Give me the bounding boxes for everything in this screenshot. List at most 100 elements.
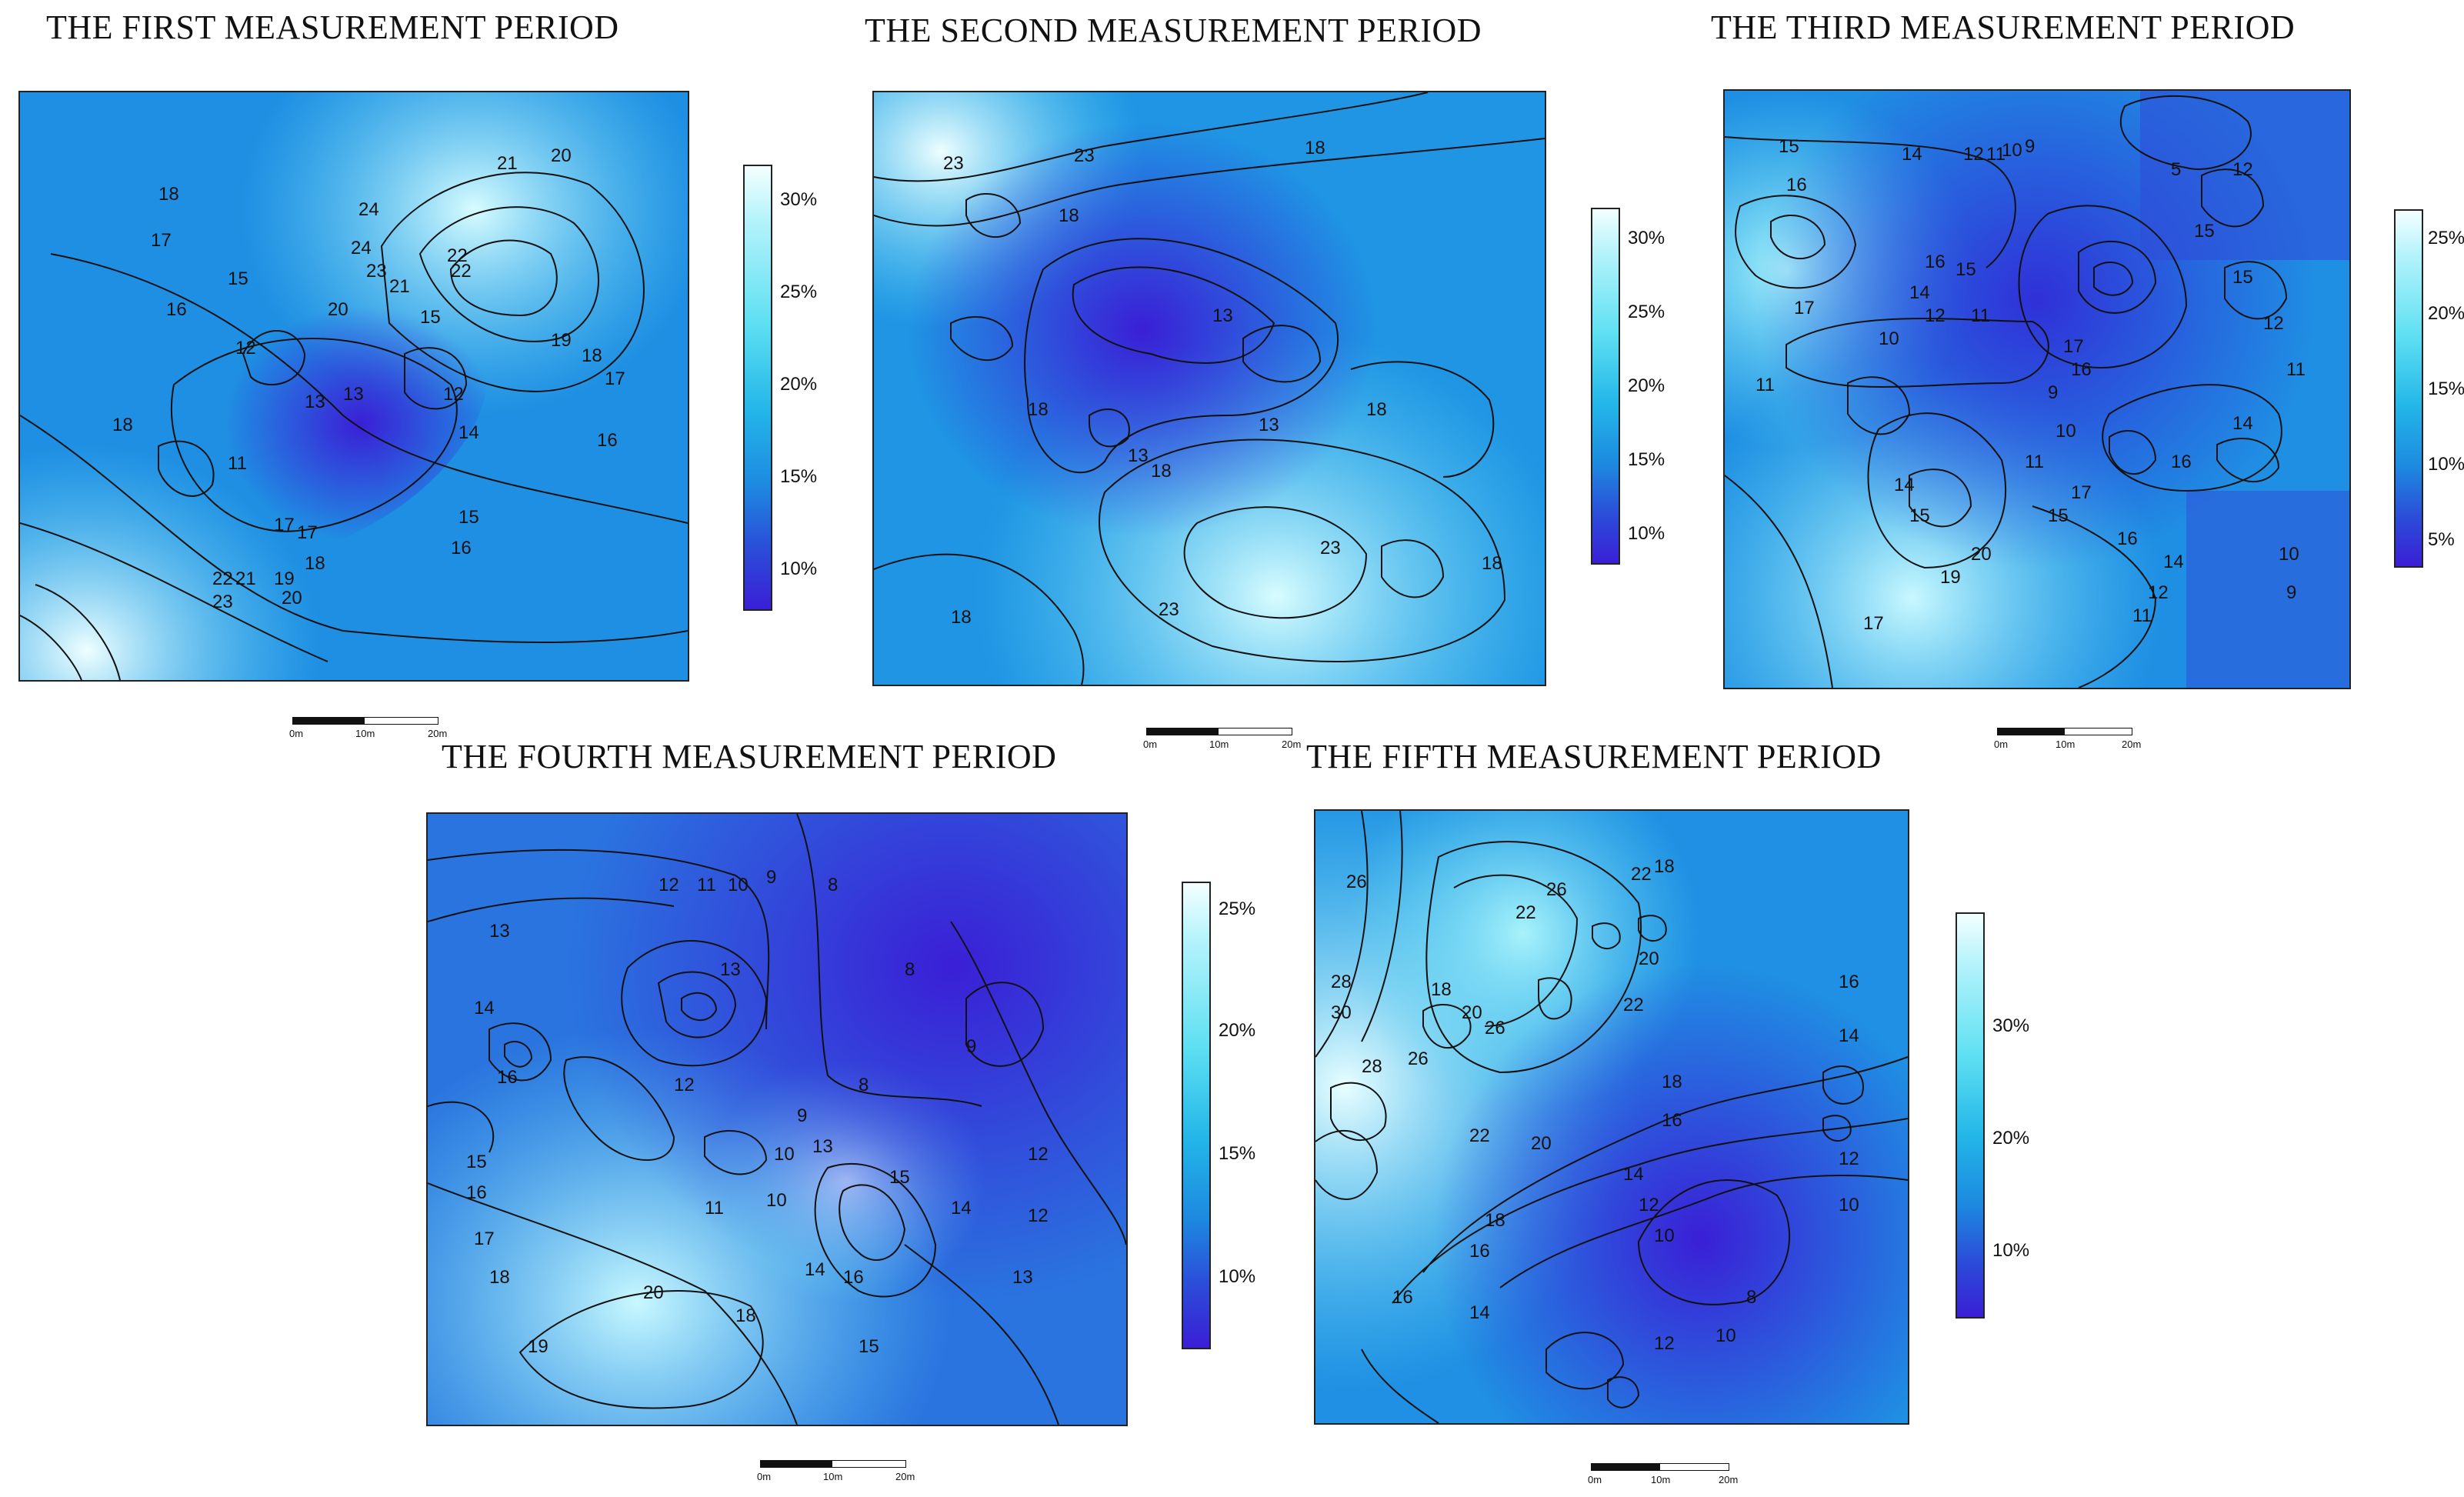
contour-label: 12 [1639,1195,1659,1215]
contour-label: 18 [489,1267,510,1288]
contour-label: 12 [1028,1205,1049,1226]
contour-label: 12 [235,338,256,358]
contour-label: 10 [1839,1195,1859,1215]
contour-map: 18 17 16 15 12 17 18 19 20 21 22 23 24 2… [18,91,689,682]
contour-label: 11 [2132,605,2152,626]
contour-label: 14 [1469,1302,1490,1323]
contour-label: 16 [1839,972,1859,992]
contour-label: 18 [1662,1072,1682,1092]
contour-label: 12 [2263,313,2284,334]
contour-label: 14 [805,1259,825,1280]
legend-label: 10% [2428,454,2464,475]
contour-label: 22 [212,568,233,589]
contour-label: 22 [1631,864,1652,885]
contour-label: 18 [735,1305,756,1326]
contour-label: 12 [659,875,679,895]
contour-label: 9 [766,867,776,888]
contour-label: 12 [674,1075,695,1095]
contour-label: 18 [951,607,972,628]
contour-label: 15 [2232,267,2253,288]
contour-label: 16 [597,430,618,451]
contour-label: 28 [1331,972,1352,992]
contour-label: 20 [1462,1002,1482,1023]
contour-label: 9 [2048,382,2058,403]
contour-label: 13 [812,1136,833,1157]
contour-label: 10 [2279,544,2299,565]
contour-label: 15 [2194,221,2215,242]
contour-label: 22 [1469,1125,1490,1146]
contour-label: 10 [728,875,749,895]
contour-map: 15 14 12 11 10 9 5 12 16 16 15 14 12 11 … [1723,89,2351,689]
scale-label: 20m [2122,738,2142,750]
contour-label: 16 [2071,359,2092,380]
contour-label: 16 [497,1067,518,1088]
contour-label: 17 [1863,613,1884,634]
scale-label: 10m [1651,1474,1671,1485]
legend-label: 15% [780,466,818,487]
contour-label: 18 [1059,205,1079,226]
scale-bar: 0m 10m 20m [757,1460,915,1492]
contour-label: 9 [966,1036,976,1057]
contour-label: 15 [1779,136,1799,157]
contour-label: 16 [1786,175,1807,195]
contour-label: 21 [235,568,256,589]
contour-label: 14 [2163,552,2184,572]
contour-label: 17 [2063,336,2084,357]
legend-label: 25% [2428,228,2464,248]
contour-label: 19 [528,1336,548,1357]
contour-label: 18 [1485,1210,1505,1231]
legend-label: 5% [2428,529,2455,550]
contour-label: 26 [1546,879,1567,900]
contour-label: 15 [1909,505,1930,526]
contour-label: 15 [420,307,441,328]
contour-label: 17 [151,230,172,251]
contour-label: 16 [2117,528,2138,549]
panel-title: THE FIFTH MEASUREMENT PERIOD [1306,738,1882,775]
contour-label: 18 [1028,399,1049,420]
contour-label: 17 [2071,482,2092,503]
contour-label: 23 [943,153,964,174]
contour-label: 19 [1940,567,1961,588]
contour-label: 11 [1755,375,1775,395]
contour-label: 16 [1925,252,1946,272]
contour-label: 15 [859,1336,879,1357]
legend-label: 25% [1219,899,1256,919]
contour-label: 20 [1531,1133,1552,1154]
contour-label: 16 [1662,1110,1682,1131]
contour-label: 17 [274,515,295,535]
contour-label: 13 [489,921,510,942]
contour-label: 21 [389,276,410,297]
contour-label: 12 [1963,144,1984,165]
legend-label: 10% [780,558,818,579]
panel-title: THE THIRD MEASUREMENT PERIOD [1711,8,2296,46]
contour-label: 10 [774,1144,795,1165]
contour-label: 17 [474,1229,495,1249]
contour-map: 12 11 10 9 8 8 13 13 14 16 12 9 8 9 15 1… [426,812,1128,1426]
contour-label: 22 [1623,995,1644,1015]
contour-label: 20 [1971,544,1992,565]
scale-label: 20m [1719,1474,1739,1485]
legend-colorbar [1591,208,1620,565]
contour-label: 11 [2286,359,2306,380]
contour-label: 13 [720,959,741,980]
contour-label: 12 [1839,1149,1859,1169]
contour-label: 23 [1074,145,1095,166]
contour-label: 18 [582,345,602,366]
contour-label: 22 [447,245,468,266]
contour-label: 18 [1654,856,1675,877]
contour-label: 11 [2025,452,2044,472]
scale-label: 10m [2056,738,2076,750]
contour-label: 30 [1331,1002,1352,1023]
contour-label: 18 [112,415,133,435]
scale-label: 0m [1143,738,1158,750]
contour-label: 14 [1623,1164,1644,1185]
contour-label: 9 [797,1105,807,1126]
contour-label: 16 [451,538,472,558]
contour-label: 5 [2171,159,2181,180]
contour-label: 8 [859,1075,869,1095]
legend-colorbar [743,165,772,611]
panel-title: THE SECOND MEASUREMENT PERIOD [865,12,1482,49]
legend-label: 15% [2428,378,2464,399]
contour-label: 16 [166,299,187,320]
contour-label: 18 [158,184,179,205]
